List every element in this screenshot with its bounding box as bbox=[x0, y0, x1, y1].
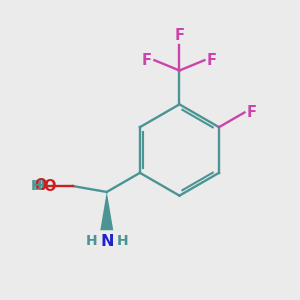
Text: O: O bbox=[44, 178, 56, 194]
Text: F: F bbox=[247, 105, 257, 120]
Text: F: F bbox=[207, 53, 217, 68]
Text: O: O bbox=[34, 178, 47, 193]
Text: H: H bbox=[33, 179, 45, 193]
Text: H: H bbox=[116, 234, 128, 248]
Text: H: H bbox=[85, 234, 97, 248]
Text: N: N bbox=[100, 234, 113, 249]
Text: H: H bbox=[30, 179, 42, 193]
Text: F: F bbox=[142, 53, 152, 68]
Text: F: F bbox=[174, 28, 184, 43]
Polygon shape bbox=[100, 192, 113, 230]
